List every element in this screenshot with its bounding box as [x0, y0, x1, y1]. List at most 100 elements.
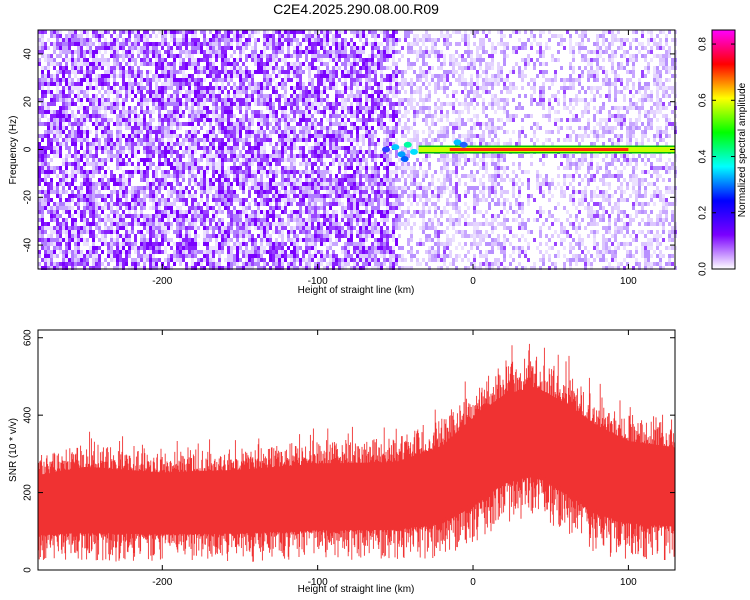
- heatmap-cell: [302, 218, 305, 222]
- heatmap-cell: [311, 222, 314, 226]
- heatmap-cell: [329, 114, 332, 118]
- heatmap-cell: [326, 226, 329, 230]
- heatmap-cell: [101, 166, 104, 170]
- heatmap-cell: [266, 154, 269, 158]
- heatmap-cell: [317, 102, 320, 106]
- heatmap-cell: [218, 202, 221, 206]
- heatmap-cell: [278, 66, 281, 70]
- heatmap-cell: [56, 254, 59, 258]
- heatmap-cell: [38, 262, 41, 266]
- heatmap-cell: [320, 74, 323, 78]
- heatmap-cell: [284, 142, 287, 146]
- heatmap-cell: [140, 74, 143, 78]
- heatmap-cell: [320, 78, 323, 82]
- heatmap-cell: [263, 234, 266, 238]
- heatmap-cell: [314, 90, 317, 94]
- heatmap-cell: [110, 190, 113, 194]
- heatmap-cell: [41, 230, 44, 234]
- heatmap-cell: [143, 118, 146, 122]
- heatmap-cell: [296, 38, 299, 42]
- heatmap-cell: [251, 242, 254, 246]
- heatmap-cell: [221, 162, 224, 166]
- heatmap-cell: [236, 246, 239, 250]
- heatmap-cell: [332, 70, 335, 74]
- heatmap-cell: [113, 218, 116, 222]
- heatmap-cell: [269, 226, 272, 230]
- heatmap-cell: [77, 242, 80, 246]
- heatmap-cell: [263, 198, 266, 202]
- heatmap-cell: [50, 146, 53, 150]
- heatmap-cell: [275, 182, 278, 186]
- heatmap-cell: [314, 102, 317, 106]
- heatmap-cell: [80, 210, 83, 214]
- heatmap-cell: [209, 190, 212, 194]
- heatmap-cell: [311, 46, 314, 50]
- heatmap-cell: [356, 98, 359, 102]
- heatmap-cell: [86, 82, 89, 86]
- heatmap-cell: [224, 78, 227, 82]
- heatmap-cell: [356, 130, 359, 134]
- heatmap-cell: [293, 226, 296, 230]
- heatmap-cell: [335, 138, 338, 142]
- heatmap-cell: [92, 122, 95, 126]
- heatmap-cell: [296, 58, 299, 62]
- heatmap-cell: [167, 238, 170, 242]
- heatmap-cell: [206, 130, 209, 134]
- heatmap-cell: [248, 202, 251, 206]
- heatmap-cell: [257, 258, 260, 262]
- heatmap-cell: [116, 82, 119, 86]
- heatmap-cell: [269, 122, 272, 126]
- heatmap-cell: [80, 130, 83, 134]
- heatmap-cell: [119, 138, 122, 142]
- heatmap-cell: [224, 242, 227, 246]
- heatmap-cell: [302, 94, 305, 98]
- heatmap-cell: [272, 86, 275, 90]
- heatmap-cell: [347, 254, 350, 258]
- heatmap-cell: [89, 226, 92, 230]
- heatmap-cell: [335, 186, 338, 190]
- heatmap-cell: [86, 206, 89, 210]
- heatmap-cell: [320, 186, 323, 190]
- heatmap-cell: [116, 74, 119, 78]
- heatmap-cell: [101, 174, 104, 178]
- heatmap-cell: [320, 126, 323, 130]
- heatmap-cell: [191, 126, 194, 130]
- heatmap-cell: [314, 154, 317, 158]
- heatmap-cell: [188, 242, 191, 246]
- heatmap-cell: [293, 230, 296, 234]
- heatmap-cell: [257, 70, 260, 74]
- heatmap-cell: [206, 118, 209, 122]
- heatmap-cell: [140, 142, 143, 146]
- heatmap-cell: [353, 206, 356, 210]
- heatmap-cell: [221, 158, 224, 162]
- heatmap-cell: [59, 90, 62, 94]
- heatmap-cell: [122, 178, 125, 182]
- heatmap-cell: [251, 74, 254, 78]
- heatmap-cell: [263, 78, 266, 82]
- heatmap-cell: [182, 258, 185, 262]
- heatmap-cell: [224, 38, 227, 42]
- heatmap-cell: [305, 190, 308, 194]
- heatmap-cell: [92, 142, 95, 146]
- heatmap-cell: [92, 86, 95, 90]
- heatmap-cell: [317, 66, 320, 70]
- heatmap-cell: [296, 110, 299, 114]
- heatmap-cell: [221, 78, 224, 82]
- heatmap-cell: [137, 162, 140, 166]
- heatmap-cell: [44, 170, 47, 174]
- heatmap-cell: [179, 86, 182, 90]
- heatmap-cell: [311, 42, 314, 46]
- heatmap-cell: [98, 218, 101, 222]
- heatmap-cell: [83, 110, 86, 114]
- heatmap-cell: [38, 238, 41, 242]
- heatmap-cell: [152, 110, 155, 114]
- heatmap-cell: [167, 86, 170, 90]
- heatmap-cell: [260, 154, 263, 158]
- heatmap-cell: [155, 242, 158, 246]
- heatmap-cell: [173, 34, 176, 38]
- heatmap-cell: [200, 218, 203, 222]
- heatmap-cell: [290, 86, 293, 90]
- heatmap-cell: [215, 226, 218, 230]
- heatmap-cell: [149, 198, 152, 202]
